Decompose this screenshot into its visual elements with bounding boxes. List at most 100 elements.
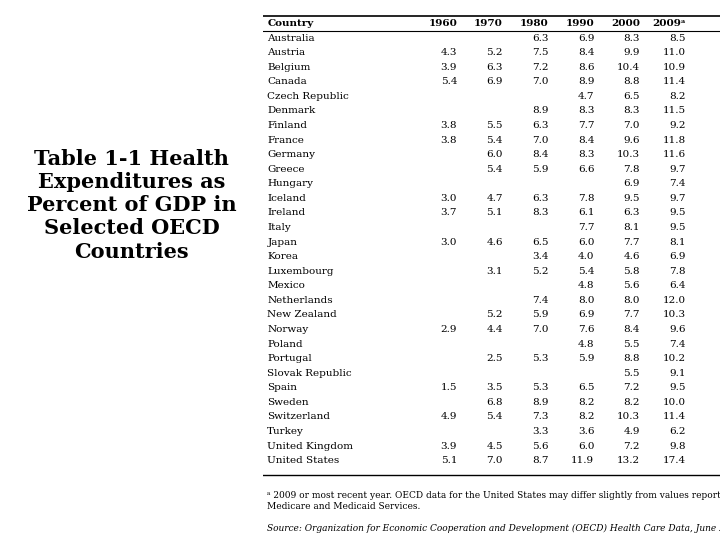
Text: Table 1-1 Health
Expenditures as
Percent of GDP in
Selected OECD
Countries: Table 1-1 Health Expenditures as Percent… [27, 149, 236, 261]
Text: 7.0: 7.0 [486, 456, 503, 465]
Text: 9.6: 9.6 [624, 136, 640, 145]
Text: 8.6: 8.6 [577, 63, 594, 72]
Text: 6.1: 6.1 [577, 208, 594, 218]
Text: 9.5: 9.5 [669, 208, 685, 218]
Text: 9.7: 9.7 [669, 194, 685, 203]
Text: 5.6: 5.6 [624, 281, 640, 291]
Text: 6.2: 6.2 [669, 427, 685, 436]
Text: 6.9: 6.9 [624, 179, 640, 188]
Text: Greece: Greece [267, 165, 305, 174]
Text: Czech Republic: Czech Republic [267, 92, 349, 101]
Text: 5.9: 5.9 [577, 354, 594, 363]
Text: 4.8: 4.8 [577, 281, 594, 291]
Text: 8.0: 8.0 [577, 296, 594, 305]
Text: 7.8: 7.8 [669, 267, 685, 276]
Text: 6.9: 6.9 [577, 33, 594, 43]
Text: 2009ᵃ: 2009ᵃ [652, 19, 685, 28]
Text: France: France [267, 136, 305, 145]
Text: Germany: Germany [267, 150, 315, 159]
Text: 9.5: 9.5 [624, 194, 640, 203]
Text: 8.3: 8.3 [577, 150, 594, 159]
Text: 8.9: 8.9 [532, 106, 549, 116]
Text: 11.4: 11.4 [662, 413, 685, 421]
Text: 4.7: 4.7 [486, 194, 503, 203]
Text: 9.7: 9.7 [669, 165, 685, 174]
Text: 1970: 1970 [474, 19, 503, 28]
Text: 8.8: 8.8 [624, 77, 640, 86]
Text: 4.7: 4.7 [577, 92, 594, 101]
Text: 3.9: 3.9 [441, 63, 457, 72]
Text: 5.1: 5.1 [441, 456, 457, 465]
Text: 7.8: 7.8 [577, 194, 594, 203]
Text: 4.6: 4.6 [486, 238, 503, 247]
Text: Norway: Norway [267, 325, 309, 334]
Text: 5.8: 5.8 [624, 267, 640, 276]
Text: 8.7: 8.7 [532, 456, 549, 465]
Text: 5.4: 5.4 [441, 77, 457, 86]
Text: Mexico: Mexico [267, 281, 305, 291]
Text: Iceland: Iceland [267, 194, 306, 203]
Text: 10.3: 10.3 [617, 413, 640, 421]
Text: Sweden: Sweden [267, 398, 309, 407]
Text: 7.4: 7.4 [532, 296, 549, 305]
Text: 5.6: 5.6 [532, 442, 549, 450]
Text: 3.5: 3.5 [486, 383, 503, 392]
Text: 10.0: 10.0 [662, 398, 685, 407]
Text: 10.3: 10.3 [617, 150, 640, 159]
Text: 8.2: 8.2 [577, 413, 594, 421]
Text: 7.6: 7.6 [577, 325, 594, 334]
Text: Turkey: Turkey [267, 427, 305, 436]
Text: 6.5: 6.5 [624, 92, 640, 101]
Text: 5.5: 5.5 [486, 121, 503, 130]
Text: 7.2: 7.2 [624, 442, 640, 450]
Text: 5.2: 5.2 [486, 48, 503, 57]
Text: Luxembourg: Luxembourg [267, 267, 334, 276]
Text: 6.3: 6.3 [486, 63, 503, 72]
Text: 4.3: 4.3 [441, 48, 457, 57]
Text: Australia: Australia [267, 33, 315, 43]
Text: 9.6: 9.6 [669, 325, 685, 334]
Text: 11.0: 11.0 [662, 48, 685, 57]
Text: 3.3: 3.3 [532, 427, 549, 436]
Text: 5.4: 5.4 [486, 136, 503, 145]
Text: 17.4: 17.4 [662, 456, 685, 465]
Text: Portugal: Portugal [267, 354, 312, 363]
Text: 8.2: 8.2 [577, 398, 594, 407]
Text: 3.0: 3.0 [441, 194, 457, 203]
Text: 3.8: 3.8 [441, 121, 457, 130]
Text: 4.9: 4.9 [624, 427, 640, 436]
Text: 6.0: 6.0 [486, 150, 503, 159]
Text: 8.2: 8.2 [669, 92, 685, 101]
Text: 11.4: 11.4 [662, 77, 685, 86]
Text: 7.7: 7.7 [577, 223, 594, 232]
Text: Belgium: Belgium [267, 63, 311, 72]
Text: 6.9: 6.9 [486, 77, 503, 86]
Text: 8.9: 8.9 [577, 77, 594, 86]
Text: 8.0: 8.0 [624, 296, 640, 305]
Text: 3.9: 3.9 [441, 442, 457, 450]
Text: 9.5: 9.5 [669, 383, 685, 392]
Text: 10.2: 10.2 [662, 354, 685, 363]
Text: 8.3: 8.3 [624, 106, 640, 116]
Text: 10.3: 10.3 [662, 310, 685, 320]
Text: 3.6: 3.6 [577, 427, 594, 436]
Text: 11.6: 11.6 [662, 150, 685, 159]
Text: Source: Organization for Economic Cooperation and Development (OECD) Health Care: Source: Organization for Economic Cooper… [267, 524, 720, 533]
Text: 4.4: 4.4 [486, 325, 503, 334]
Text: 3.7: 3.7 [441, 208, 457, 218]
Text: United States: United States [267, 456, 340, 465]
Text: Korea: Korea [267, 252, 298, 261]
Text: 6.8: 6.8 [486, 398, 503, 407]
Text: Finland: Finland [267, 121, 307, 130]
Text: 1980: 1980 [520, 19, 549, 28]
Text: Hungary: Hungary [267, 179, 313, 188]
Text: 5.3: 5.3 [532, 354, 549, 363]
Text: 6.3: 6.3 [532, 33, 549, 43]
Text: 5.1: 5.1 [486, 208, 503, 218]
Text: 7.0: 7.0 [624, 121, 640, 130]
Text: Netherlands: Netherlands [267, 296, 333, 305]
Text: Spain: Spain [267, 383, 297, 392]
Text: 3.8: 3.8 [441, 136, 457, 145]
Text: Canada: Canada [267, 77, 307, 86]
Text: 7.2: 7.2 [532, 63, 549, 72]
